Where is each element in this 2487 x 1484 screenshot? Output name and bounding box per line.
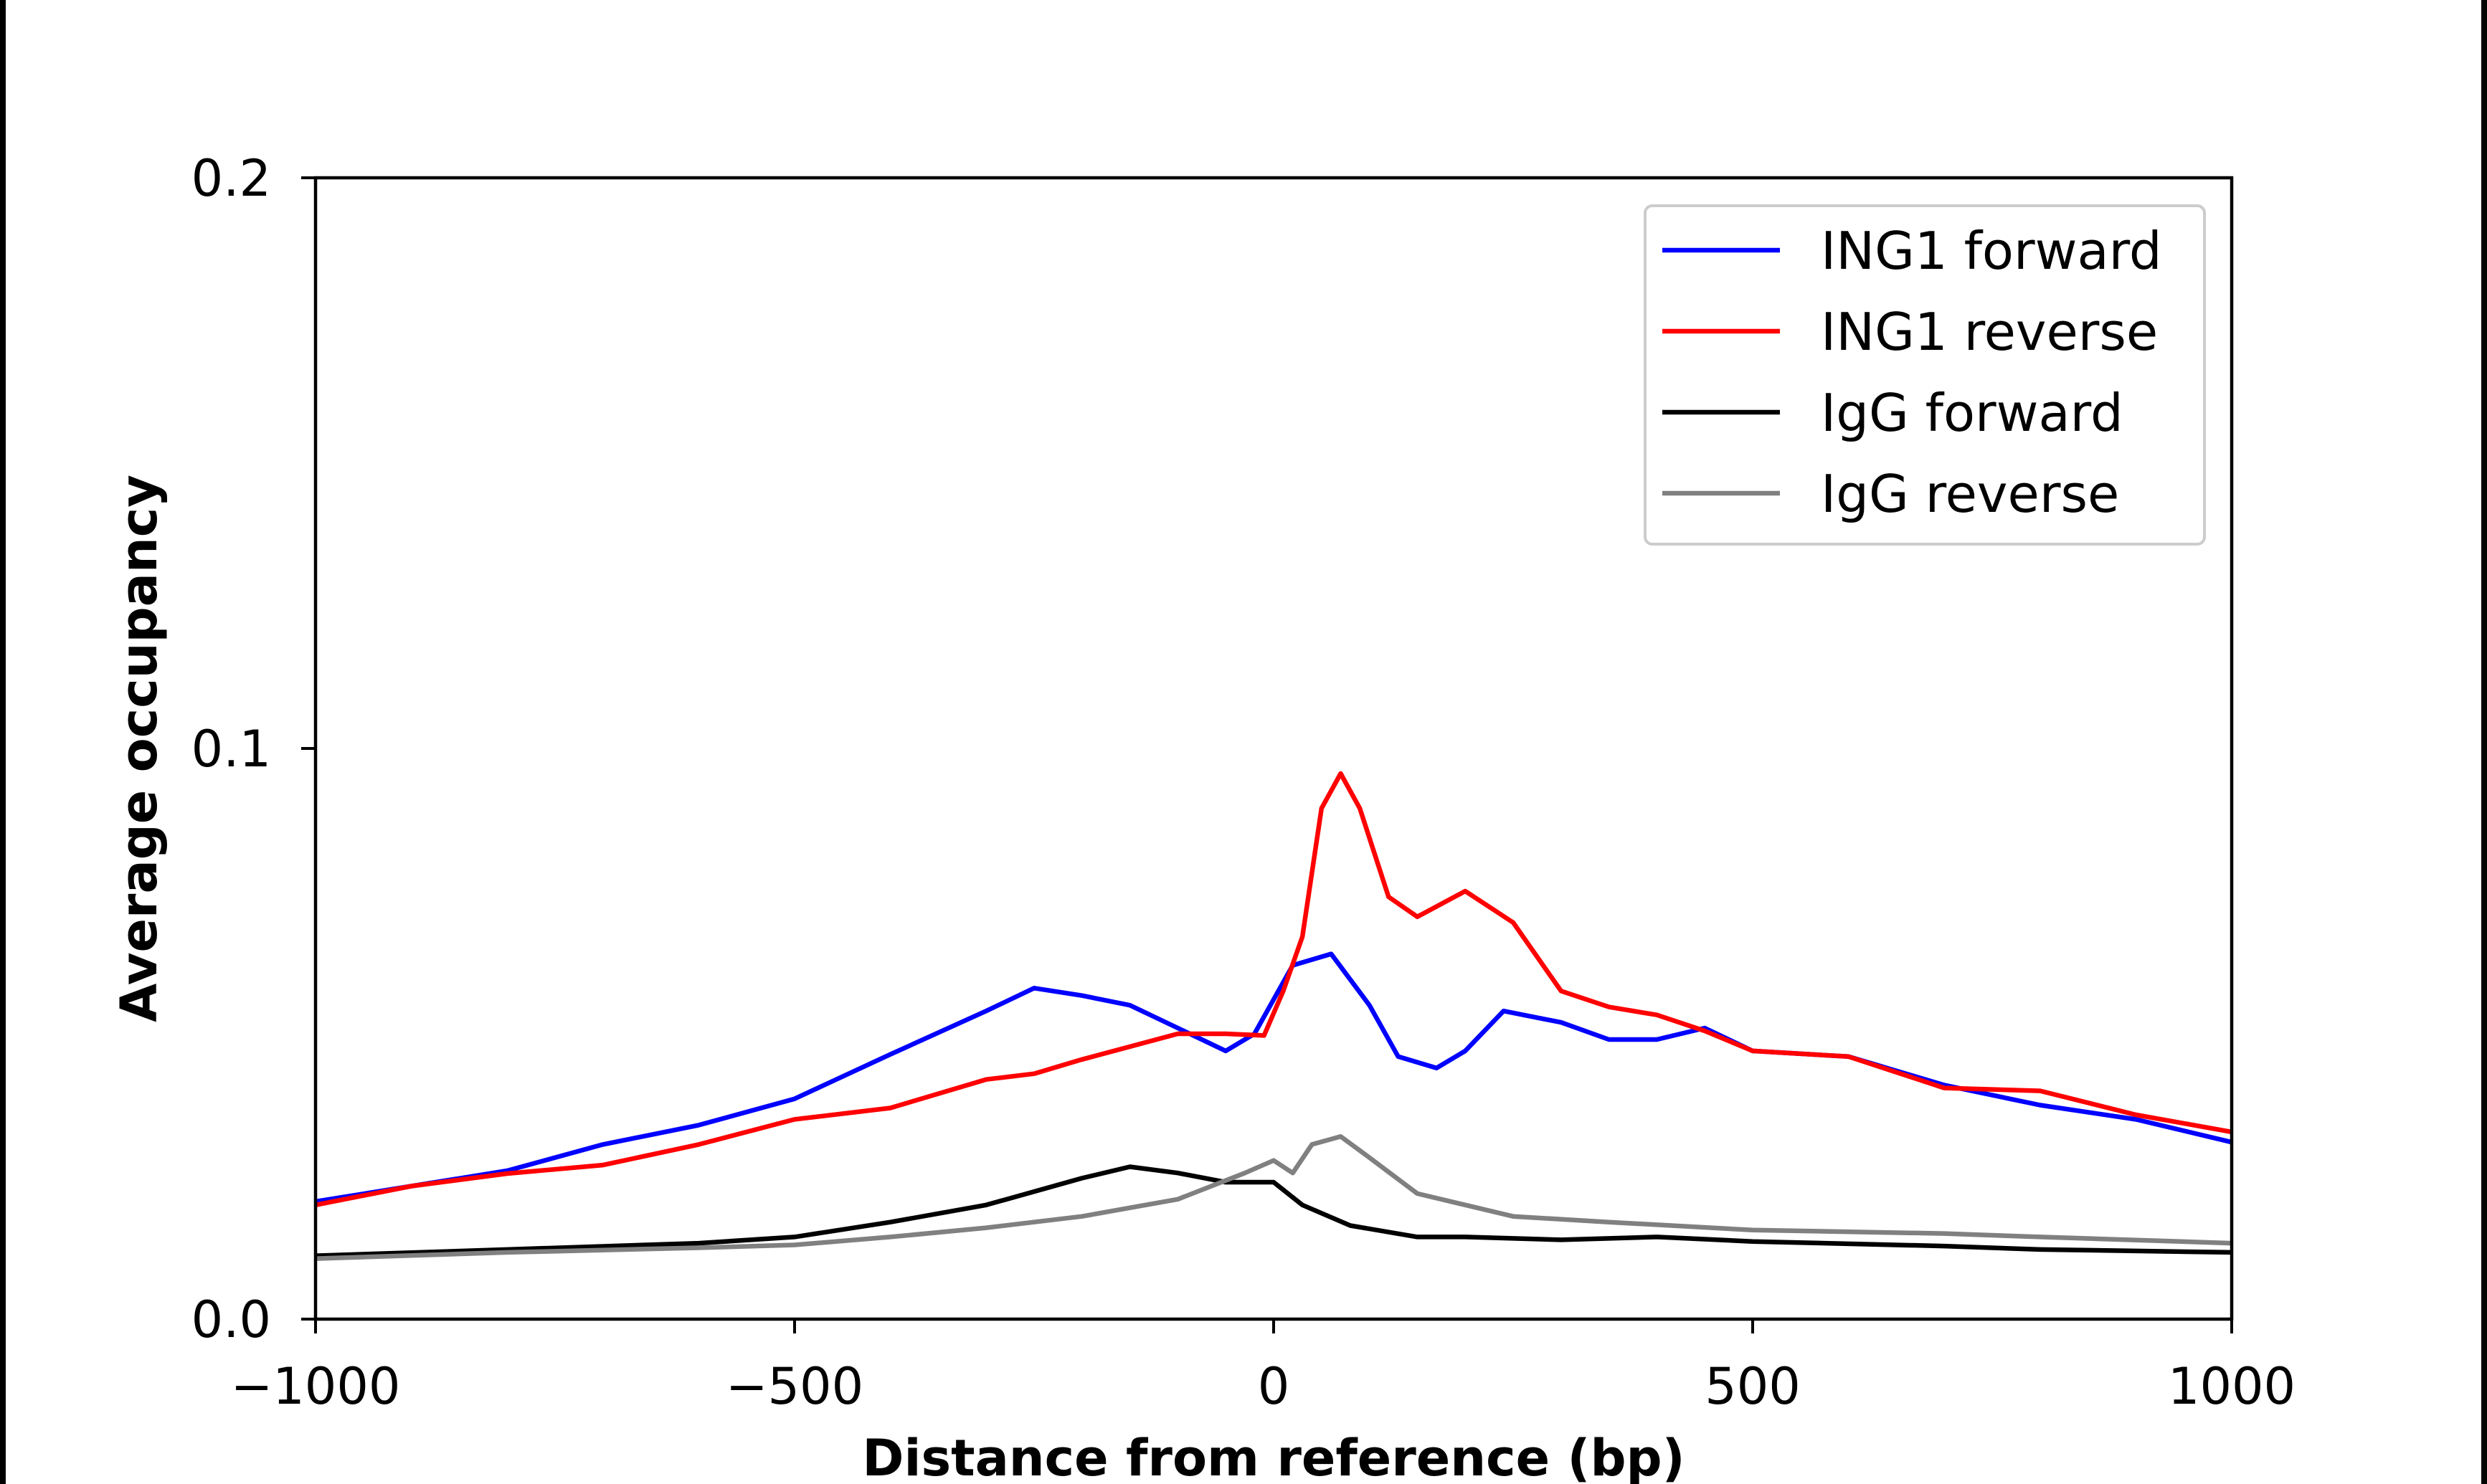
x-tick-label: 500 (1705, 1357, 1801, 1416)
y-tick-label: 0.1 (191, 720, 271, 779)
ticks-layer: −1000 −500 0 500 1000 0.0 0.1 0.2 (191, 149, 2296, 1416)
legend-label: ING1 forward (1821, 221, 2162, 281)
x-tick-label: 1000 (2168, 1357, 2296, 1416)
series-line-ing1-reverse (315, 771, 2232, 1207)
legend-label: IgG forward (1821, 383, 2123, 443)
y-tick-label: 0.2 (191, 149, 271, 208)
y-axis-label: Average occupancy (110, 475, 169, 1022)
legend: ING1 forward ING1 reverse IgG forward IgG r… (1644, 204, 2206, 546)
x-tick-label: 0 (1258, 1357, 1290, 1416)
legend-frame (1644, 204, 2206, 546)
x-tick-label: −500 (726, 1357, 863, 1416)
series-line-igg-forward (315, 1164, 2232, 1258)
series-line-igg-reverse (315, 1134, 2232, 1261)
y-tick-label: 0.0 (191, 1290, 271, 1349)
series-layer (315, 771, 2232, 1261)
right-border (2481, 0, 2487, 1484)
legend-label: IgG reverse (1821, 464, 2119, 524)
x-axis-label: Distance from reference (bp) (862, 1429, 1685, 1484)
left-border (0, 0, 6, 1484)
x-tick-label: −1000 (231, 1357, 401, 1416)
legend-label: ING1 reverse (1821, 302, 2158, 362)
